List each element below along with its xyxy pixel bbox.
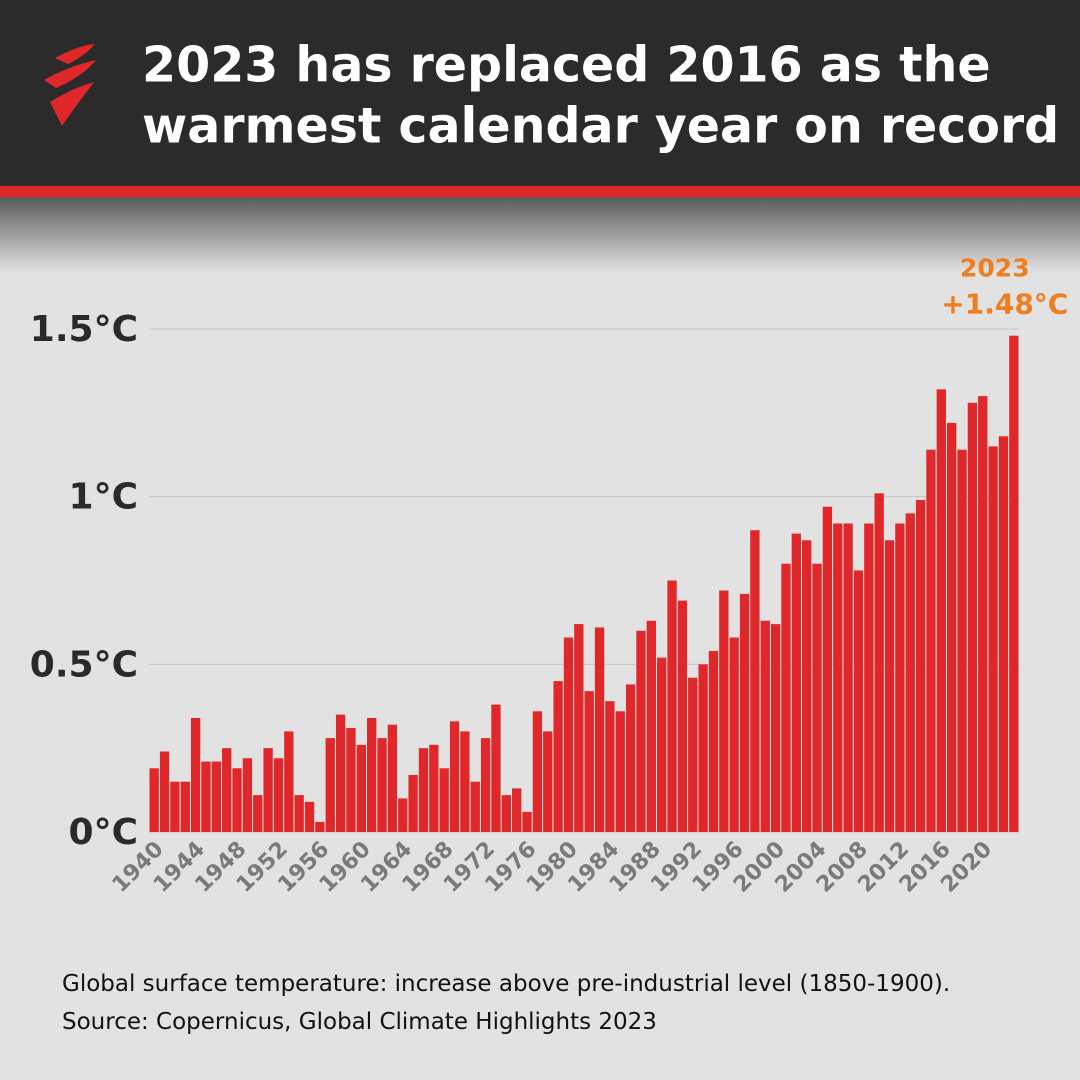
bar [242,758,253,832]
y-tick-label: 1°C [69,477,138,518]
header-shade [0,197,1080,272]
bar [367,717,377,832]
bar [667,580,677,832]
bar [325,738,335,832]
bar [408,774,418,832]
bar [884,540,895,832]
value-label: +1.48°C [941,288,1068,321]
bar [170,781,180,832]
bar [222,748,232,832]
bar [853,570,864,832]
bar [377,738,387,832]
header-band [0,0,1080,186]
bar [926,449,936,832]
caption: Global surface temperature: increase abo… [62,971,951,1035]
bar [605,701,615,832]
bar [335,714,346,832]
bar [304,801,315,832]
chart-title: 2023 has replaced 2016 as the [142,37,991,94]
bar [532,711,543,832]
bar [522,811,532,832]
bar [553,681,563,832]
bar [294,795,304,832]
bar [480,738,491,832]
bar [781,563,791,832]
bar [978,396,988,832]
bar [802,540,812,832]
bar [470,781,480,832]
bar [149,768,159,832]
bar [636,630,646,832]
bar [1009,335,1019,832]
bar [190,717,201,832]
bar [760,620,770,832]
bar [429,744,439,832]
bar [957,449,967,832]
bar [180,781,190,832]
y-tick-label: 0.5°C [30,644,138,685]
bar [563,637,574,832]
bar [512,788,522,832]
annotation: 2023 [960,254,1030,283]
bar [284,731,294,832]
bar [915,500,926,832]
bar [418,748,429,832]
chart-title: warmest calendar year on record [142,98,1059,155]
logo [44,44,96,126]
bar [812,563,822,832]
y-tick-label: 1.5°C [30,309,138,350]
bar [698,664,708,832]
y-tick-label: 0°C [69,812,138,853]
bar [211,761,221,832]
bar [253,795,263,832]
bar [273,758,284,832]
bar [657,657,667,832]
bar [998,436,1009,832]
bar [201,761,211,832]
bar [750,530,760,832]
bar [936,389,946,832]
bar [574,624,584,832]
bar [843,523,853,832]
bar [895,523,905,832]
bar [356,744,366,832]
bar [615,711,625,832]
bar [729,637,739,832]
bar [387,724,398,832]
bar [625,684,636,832]
bar [594,627,605,832]
bar [967,402,978,832]
bar [708,650,719,832]
bar [770,624,781,832]
bar [874,493,884,832]
bar [791,533,801,832]
bar [398,798,408,832]
bar [501,795,511,832]
bar [491,704,501,832]
bar [449,721,460,832]
bar [460,731,470,832]
bar [584,691,594,832]
bar [719,590,729,832]
bar [864,523,874,832]
bar [739,593,750,832]
bar [263,748,273,832]
bar [905,513,915,832]
bar [159,751,170,832]
bar [677,600,688,832]
bar [543,731,553,832]
bar [822,506,833,832]
header-stripe [0,186,1080,197]
bar [315,821,325,832]
bar [232,768,242,832]
bar [439,768,449,832]
bar [346,728,356,832]
bar [947,422,957,832]
bar [646,620,656,832]
bar [833,523,843,832]
bar [688,677,698,832]
bar [988,446,998,832]
